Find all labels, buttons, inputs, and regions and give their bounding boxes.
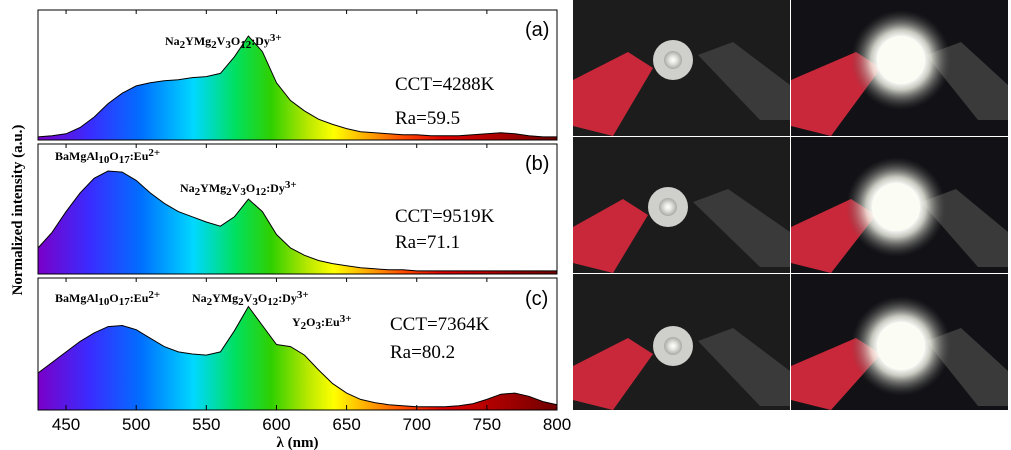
led-dome: [659, 198, 677, 216]
phosphor-label: Na2YMg2V3O12:Dy3+: [165, 32, 282, 51]
x-tick-label: 500: [122, 415, 150, 434]
x-tick-label: 600: [262, 415, 290, 434]
figure: (a) CCT=4288K Ra=59.5 Na2YMg2V3O12:Dy3+ Norm…: [0, 0, 1011, 450]
x-tick-label: 650: [332, 415, 360, 434]
ra-label: Ra=80.2: [390, 342, 455, 363]
led-photo: [791, 0, 1008, 136]
cct-label: CCT=7364K: [390, 314, 490, 335]
x-tick-label: 450: [52, 415, 80, 434]
x-tick-label: 800: [543, 415, 571, 434]
cct-label: CCT=4288K: [395, 74, 495, 95]
led-light: [877, 322, 925, 370]
phosphor-label: Na2YMg2V3O12:Dy3+: [192, 289, 309, 308]
led-photo: [791, 274, 1008, 410]
phosphor-label: Y2O3:Eu3+: [292, 313, 351, 332]
ra-label: Ra=71.1: [395, 232, 460, 253]
cct-label: CCT=9519K: [395, 206, 495, 227]
x-tick-label: 700: [403, 415, 431, 434]
led-photo: [573, 0, 790, 136]
led-dome: [664, 51, 682, 69]
led-dome: [664, 337, 682, 355]
panel-label: (b): [525, 153, 549, 175]
phosphor-label: Na2YMg2V3O12:Dy3+: [180, 179, 297, 198]
led-light: [872, 183, 920, 231]
x-tick-label: 750: [473, 415, 501, 434]
x-tick-label: 550: [192, 415, 220, 434]
photos: [573, 0, 1008, 410]
phosphor-label: BaMgAl10O17:Eu2+: [55, 289, 160, 308]
ra-label: Ra=59.5: [395, 108, 460, 129]
x-axis-label: λ (nm): [277, 435, 319, 450]
led-photo: [573, 274, 790, 410]
led-light: [877, 36, 925, 84]
plot: (a) CCT=4288K Ra=59.5 Na2YMg2V3O12:Dy3+ Norm…: [10, 10, 571, 450]
led-photo: [573, 137, 790, 273]
led-photo: [791, 137, 1008, 273]
panel-label: (a): [525, 19, 549, 41]
phosphor-label: BaMgAl10O17:Eu2+: [55, 147, 160, 166]
panel-label: (c): [525, 288, 548, 310]
y-axis-label: Normalized intensity (a.u.): [10, 125, 26, 296]
